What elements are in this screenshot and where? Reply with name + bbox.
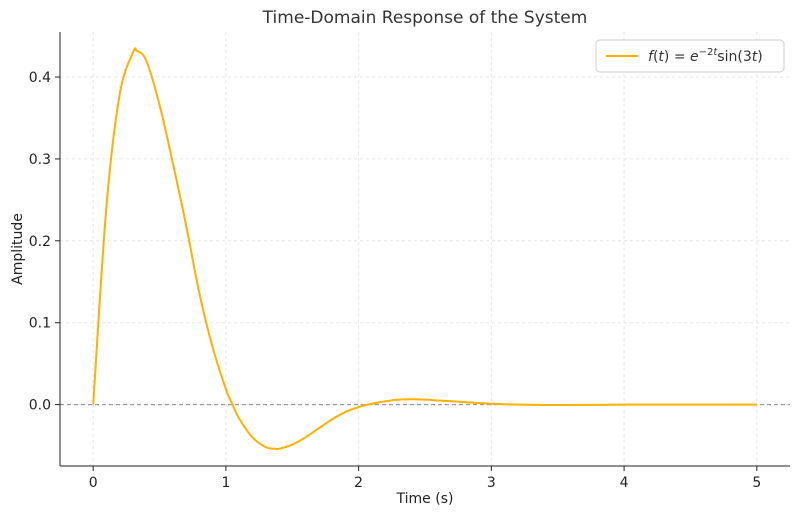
x-tick-label: 1 bbox=[221, 475, 230, 491]
x-tick-label: 3 bbox=[487, 475, 496, 491]
y-ticks: 0.0 0.1 0.2 0.3 0.4 bbox=[29, 70, 60, 414]
y-tick-label: 0.4 bbox=[29, 70, 51, 86]
series-layer bbox=[92, 47, 757, 451]
y-tick-label: 0.3 bbox=[29, 152, 51, 168]
series-line-0 bbox=[92, 47, 757, 451]
chart-title: Time-Domain Response of the System bbox=[262, 8, 588, 28]
x-tick-label: 4 bbox=[620, 475, 629, 491]
y-axis-label: Amplitude bbox=[10, 213, 26, 285]
x-tick-label: 0 bbox=[89, 475, 98, 491]
x-tick-label: 2 bbox=[354, 475, 363, 491]
x-axis-label: Time (s) bbox=[396, 491, 454, 507]
x-tick-label: 5 bbox=[752, 475, 761, 491]
legend: f(t) = e−2tsin(3t) bbox=[595, 39, 785, 73]
y-tick-label: 0.2 bbox=[29, 234, 51, 250]
grid bbox=[60, 32, 790, 466]
legend-frame bbox=[595, 39, 785, 73]
x-ticks: 0 1 2 3 4 5 bbox=[89, 466, 761, 491]
axes bbox=[59, 32, 790, 467]
y-tick-label: 0.0 bbox=[29, 398, 51, 414]
y-tick-label: 0.1 bbox=[29, 316, 51, 332]
legend-label: f(t) = e−2tsin(3t) bbox=[648, 47, 763, 65]
